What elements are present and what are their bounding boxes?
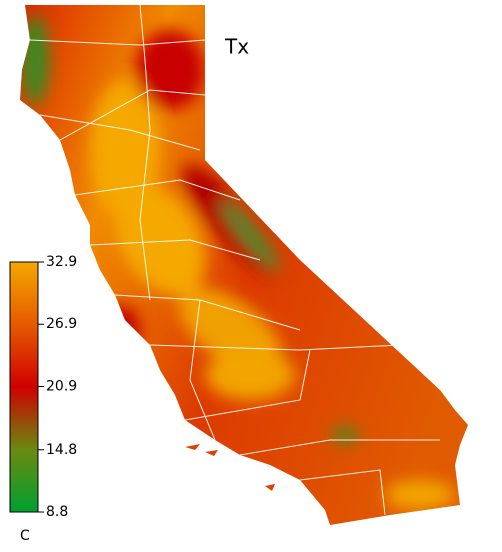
colorbar-tick-label: 14.8: [46, 442, 77, 458]
colorbar-tick-label: 20.9: [46, 378, 77, 394]
colorbar-unit: C: [20, 528, 30, 544]
colorbar: [9, 261, 39, 513]
colorbar-tick-label: 32.9: [46, 254, 77, 270]
map-title: Tx: [224, 35, 249, 59]
colorbar-tick-label: 8.8: [46, 504, 68, 520]
colorbar-tick-label: 26.9: [46, 316, 77, 332]
